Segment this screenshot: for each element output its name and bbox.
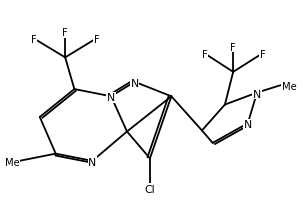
Text: N: N	[131, 78, 139, 88]
Text: N: N	[244, 120, 252, 130]
Text: Me: Me	[5, 157, 19, 167]
Text: F: F	[94, 35, 99, 45]
Text: F: F	[230, 42, 236, 52]
Text: Me: Me	[282, 82, 296, 91]
Text: N: N	[107, 93, 115, 103]
Text: N: N	[253, 89, 261, 99]
Text: F: F	[260, 50, 265, 60]
Text: F: F	[202, 50, 207, 60]
Text: F: F	[31, 35, 36, 45]
Text: N: N	[88, 157, 96, 167]
Text: Cl: Cl	[145, 184, 155, 194]
Text: F: F	[62, 28, 68, 38]
